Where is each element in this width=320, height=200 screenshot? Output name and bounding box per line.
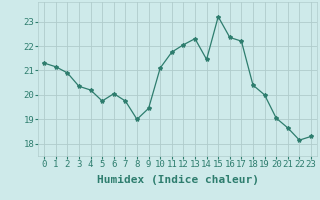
X-axis label: Humidex (Indice chaleur): Humidex (Indice chaleur) xyxy=(97,175,259,185)
